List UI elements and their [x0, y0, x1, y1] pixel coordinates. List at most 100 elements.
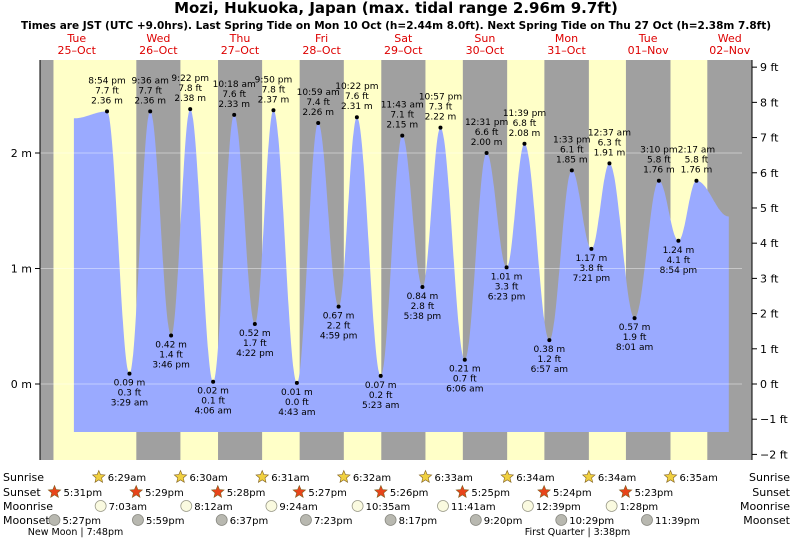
high-tide-point [148, 109, 153, 114]
sunrise-time: 6:34am [516, 473, 554, 484]
gridlines [40, 152, 742, 385]
tide-label-time: 5:23 am [362, 401, 399, 411]
right-tick-label: −1 ft [760, 413, 788, 426]
low-tide-point [336, 304, 341, 309]
tide-label-m: 2.36 m [134, 96, 166, 106]
night-band [40, 60, 54, 460]
sunrise-time: 6:33am [435, 473, 473, 484]
tide-label-time: 10:18 am [213, 80, 256, 90]
tide-label-ft: 6.8 ft [513, 119, 537, 129]
moonrise-time: 12:39pm [536, 502, 581, 513]
tide-label-time: 6:57 am [531, 365, 568, 375]
day-of-week: Mon [555, 32, 578, 45]
moonrise-icon [94, 500, 107, 512]
sunset-time: 5:28pm [227, 488, 266, 499]
tide-label-time: 10:57 pm [419, 93, 462, 103]
tide-label-ft: 0.1 ft [201, 397, 225, 407]
moonrise-icon [265, 500, 278, 512]
tide-label-ft: 7.7 ft [138, 86, 162, 96]
tide-label-m: 2.08 m [509, 129, 541, 139]
tide-label-ft: 7.6 ft [222, 90, 246, 100]
low-tide-point [294, 380, 299, 385]
row-label-left-moonset: Moonset [3, 514, 50, 527]
sunrise-time: 6:34am [598, 473, 636, 484]
high-tide-point [694, 178, 699, 183]
low-tide-point [252, 321, 257, 326]
tide-label-ft: 2.2 ft [327, 322, 351, 332]
moonset-time: 6:37pm [230, 516, 269, 527]
tide-label-time: 4:59 pm [320, 332, 358, 342]
high-tide-point [656, 178, 661, 183]
high-tide-point [522, 141, 527, 146]
sunset-time: 5:27pm [308, 488, 347, 499]
row-label-right-sunrise: Sunrise [749, 471, 790, 484]
day-date: 29–Oct [384, 44, 423, 57]
tide-label-time: 9:50 pm [255, 75, 293, 85]
row-label-right-moonrise: Moonrise [740, 500, 790, 513]
right-tick-label: 3 ft [760, 272, 779, 285]
tide-label-m: 1.76 m [681, 166, 713, 176]
tide-label-m: 0.21 m [449, 365, 481, 375]
day-of-week: Fri [315, 32, 328, 45]
moonrise-time: 9:24am [279, 502, 317, 513]
tide-label-time: 4:43 am [278, 408, 315, 418]
day-date: 31–Oct [547, 44, 586, 57]
day-date: 28–Oct [302, 44, 341, 57]
tide-label-m: 0.52 m [239, 329, 271, 339]
tide-label-ft: 7.4 ft [306, 98, 330, 108]
tide-label-ft: 0.7 ft [453, 375, 477, 385]
moonrise-icon [521, 500, 534, 512]
high-tide-point [607, 161, 612, 166]
row-label-left-moonrise: Moonrise [3, 500, 53, 513]
row-label-right-moonset: Moonset [743, 514, 790, 527]
moonset-icon [555, 514, 568, 526]
right-tick-label: −2 ft [760, 448, 788, 461]
sunrise-icon [581, 469, 596, 483]
sunset-icon [537, 484, 551, 498]
row-label-right-sunset: Sunset [752, 486, 790, 499]
right-tick-label: 7 ft [760, 132, 779, 145]
tide-label-time: 5:38 pm [404, 312, 442, 322]
tide-label-time: 12:37 am [588, 128, 631, 138]
tide-label-ft: 7.3 ft [429, 103, 453, 113]
moonset-icon [215, 514, 228, 526]
tide-label-m: 1.17 m [576, 254, 608, 264]
tide-label-ft: 7.7 ft [95, 86, 119, 96]
low-tide-point [462, 357, 467, 362]
moonrise-time: 7:03am [109, 502, 147, 513]
tide-label-ft: 1.4 ft [159, 350, 183, 360]
high-tide-point [316, 120, 321, 125]
tide-label-time: 10:22 pm [335, 82, 378, 92]
tide-label-time: 1:33 pm [553, 135, 591, 145]
low-tide-point [169, 333, 174, 338]
moonrise-icon [180, 500, 193, 512]
right-tick-label: 9 ft [760, 61, 779, 74]
day-of-week: Sun [474, 32, 495, 45]
low-tide-point [378, 373, 383, 378]
high-tide-point [569, 168, 574, 173]
sunrise-time: 6:35am [679, 473, 717, 484]
chart-title: Mozi, Hukuoka, Japan (max. tidal range 2… [174, 0, 618, 17]
tide-label-m: 2.00 m [471, 138, 503, 148]
right-tick-label: 0 ft [760, 378, 779, 391]
tide-label-time: 10:59 am [297, 88, 340, 98]
day-of-week: Wed [718, 32, 742, 45]
tide-label-ft: 6.1 ft [560, 145, 584, 155]
right-tick-label: 8 ft [760, 96, 779, 109]
tide-label-time: 8:54 pm [660, 266, 698, 276]
tide-label-ft: 1.7 ft [243, 339, 267, 349]
sunrise-icon [500, 469, 515, 483]
sunrise-time: 6:32am [353, 473, 391, 484]
tide-label-m: 1.01 m [491, 272, 523, 282]
tide-label-m: 2.31 m [341, 102, 373, 112]
sunrise-icon [173, 469, 188, 483]
moonset-icon [48, 514, 61, 526]
low-tide-point [504, 265, 509, 270]
tide-label-m: 1.85 m [556, 155, 588, 165]
tide-label-ft: 3.8 ft [580, 264, 604, 274]
tide-label-m: 0.09 m [114, 379, 146, 389]
moonrise-time: 10:35am [366, 502, 411, 513]
sunset-time: 5:24pm [553, 488, 592, 499]
moonset-time: 7:23pm [314, 516, 353, 527]
tide-label-ft: 7.6 ft [345, 92, 369, 102]
